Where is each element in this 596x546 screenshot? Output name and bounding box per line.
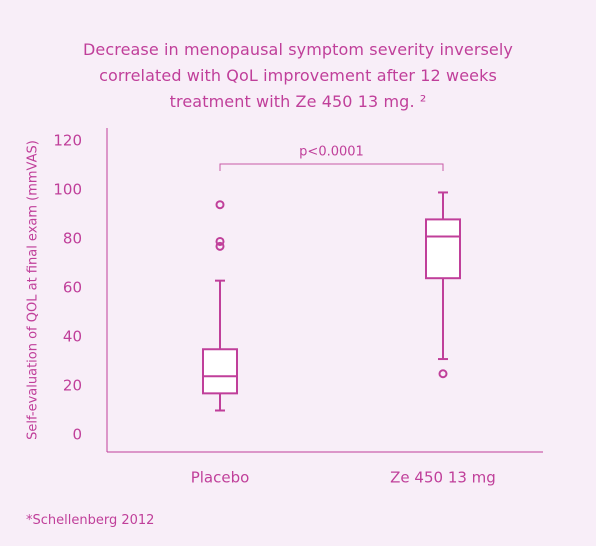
significance-label: p<0.0001: [299, 145, 364, 160]
iqr-box: [425, 218, 461, 280]
x-category-label: Placebo: [191, 469, 250, 487]
x-category-label: Ze 450 13 mg: [390, 469, 496, 487]
outlier-point: [438, 369, 448, 379]
outlier-point: [215, 241, 225, 251]
y-tick-label: 20: [63, 377, 82, 395]
y-tick-label: 80: [63, 230, 82, 248]
y-tick-label: 120: [53, 132, 82, 150]
y-tick-label: 0: [72, 426, 82, 444]
outlier-point: [215, 236, 225, 246]
outlier-point: [215, 200, 225, 210]
y-axis-title: Self-evaluation of QOL at final exam (mm…: [26, 140, 41, 440]
chart-title-line-1: Decrease in menopausal symptom severity …: [82, 40, 513, 59]
chart-title-line-2: correlated with QoL improvement after 12…: [99, 66, 497, 85]
significance-bracket: [219, 163, 444, 171]
y-tick-label: 60: [63, 279, 82, 297]
y-tick-label: 40: [63, 328, 82, 346]
y-tick-label: 100: [53, 181, 82, 199]
iqr-box: [202, 348, 238, 395]
chart-title-line-3: treatment with Ze 450 13 mg. ²: [169, 92, 427, 111]
source-footnote: *Schellenberg 2012: [26, 513, 155, 528]
